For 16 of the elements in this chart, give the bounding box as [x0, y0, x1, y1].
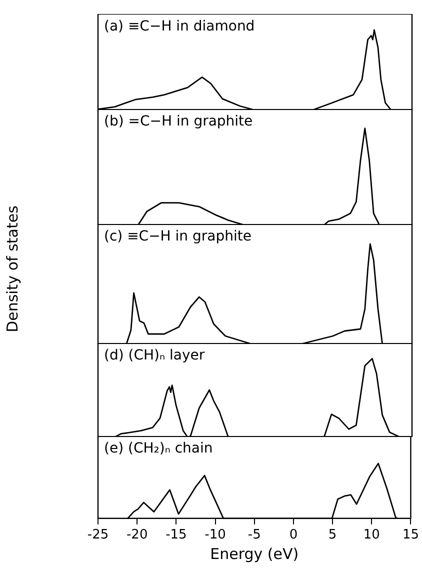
x-axis-title: Energy (eV) [210, 544, 299, 563]
x-tick-label: -10 [204, 528, 226, 543]
x-tick-label: -5 [248, 528, 261, 543]
x-tick-label: -20 [126, 528, 148, 543]
x-tick-label: 5 [328, 528, 337, 543]
x-tick-label: -15 [166, 528, 187, 543]
chart-title: (e) (CH₂)ₙ chain [104, 440, 213, 457]
y-axis-title: Density of states [3, 206, 21, 332]
x-tick-label: 10 [363, 528, 380, 543]
x-tick-label: 15 [402, 528, 419, 543]
chart-title: (a) ≡C−H in diamond [104, 18, 255, 35]
x-tick-label: 0 [289, 528, 298, 543]
chart-title: (d) (CH)ₙ layer [104, 348, 205, 364]
chart-title: (c) ≡C−H in graphite [104, 228, 252, 245]
x-tick-label: -25 [87, 528, 109, 543]
chart-title: (b) =C−H in graphite [104, 114, 253, 130]
